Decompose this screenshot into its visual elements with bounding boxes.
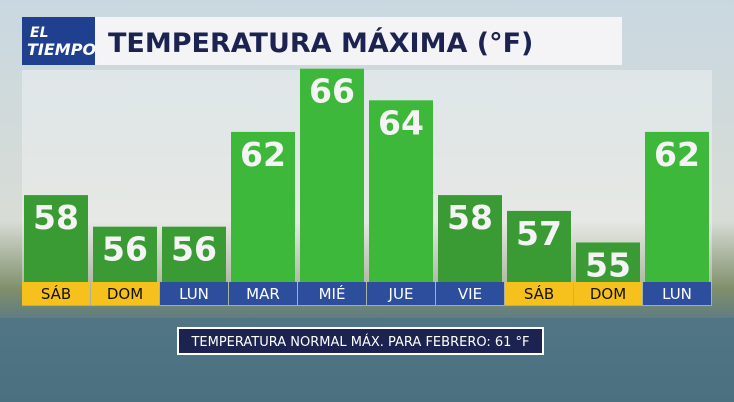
- bar: [162, 226, 226, 282]
- category-label-box: [229, 282, 297, 305]
- category-label-box: [574, 282, 642, 305]
- bar: [645, 131, 709, 282]
- value-label: 62: [240, 135, 286, 174]
- x-tick-label: SÁB: [524, 284, 554, 303]
- x-tick-label: MAR: [246, 285, 280, 303]
- note-box: [177, 327, 544, 355]
- bar: [300, 68, 364, 282]
- category-label-box: [643, 282, 711, 305]
- value-label: 66: [309, 72, 355, 111]
- x-tick-label: LUN: [179, 285, 209, 303]
- value-label: 56: [171, 230, 217, 269]
- x-tick-label: SÁB: [41, 284, 71, 303]
- x-tick-label: VIE: [458, 285, 482, 303]
- bar: [507, 210, 571, 282]
- value-label: 58: [447, 198, 493, 237]
- x-tick-label: LUN: [662, 285, 692, 303]
- bar: [24, 195, 88, 282]
- bar: [438, 195, 502, 282]
- bar: [576, 242, 640, 282]
- category-label-box: [160, 282, 228, 305]
- category-label-box: [367, 282, 435, 305]
- x-tick-label: JUE: [388, 285, 414, 303]
- x-tick-label: DOM: [107, 285, 143, 303]
- note: TEMPERATURA NORMAL MÁX. PARA FEBRERO: 61…: [190, 334, 529, 350]
- value-label: 55: [585, 246, 631, 285]
- category-label-box: [436, 282, 504, 305]
- value-label: 57: [516, 214, 562, 253]
- bar: [369, 100, 433, 282]
- logo-text: TIEMPO: [27, 40, 96, 59]
- chart-title: TEMPERATURA MÁXIMA (°F): [108, 27, 533, 59]
- x-tick-label: MIÉ: [319, 284, 346, 303]
- category-label-box: [91, 282, 159, 305]
- bar: [93, 226, 157, 282]
- logo-text: EL: [30, 25, 48, 41]
- value-label: 58: [33, 198, 79, 237]
- logo-box: [22, 17, 95, 65]
- value-label: 64: [378, 103, 424, 142]
- category-label-box: [298, 282, 366, 305]
- category-label-box: [22, 282, 90, 305]
- value-label: 56: [102, 230, 148, 269]
- value-label: 62: [654, 135, 700, 174]
- title-box: [95, 17, 622, 65]
- x-tick-label: DOM: [590, 285, 626, 303]
- category-label-box: [505, 282, 573, 305]
- bar: [231, 131, 295, 282]
